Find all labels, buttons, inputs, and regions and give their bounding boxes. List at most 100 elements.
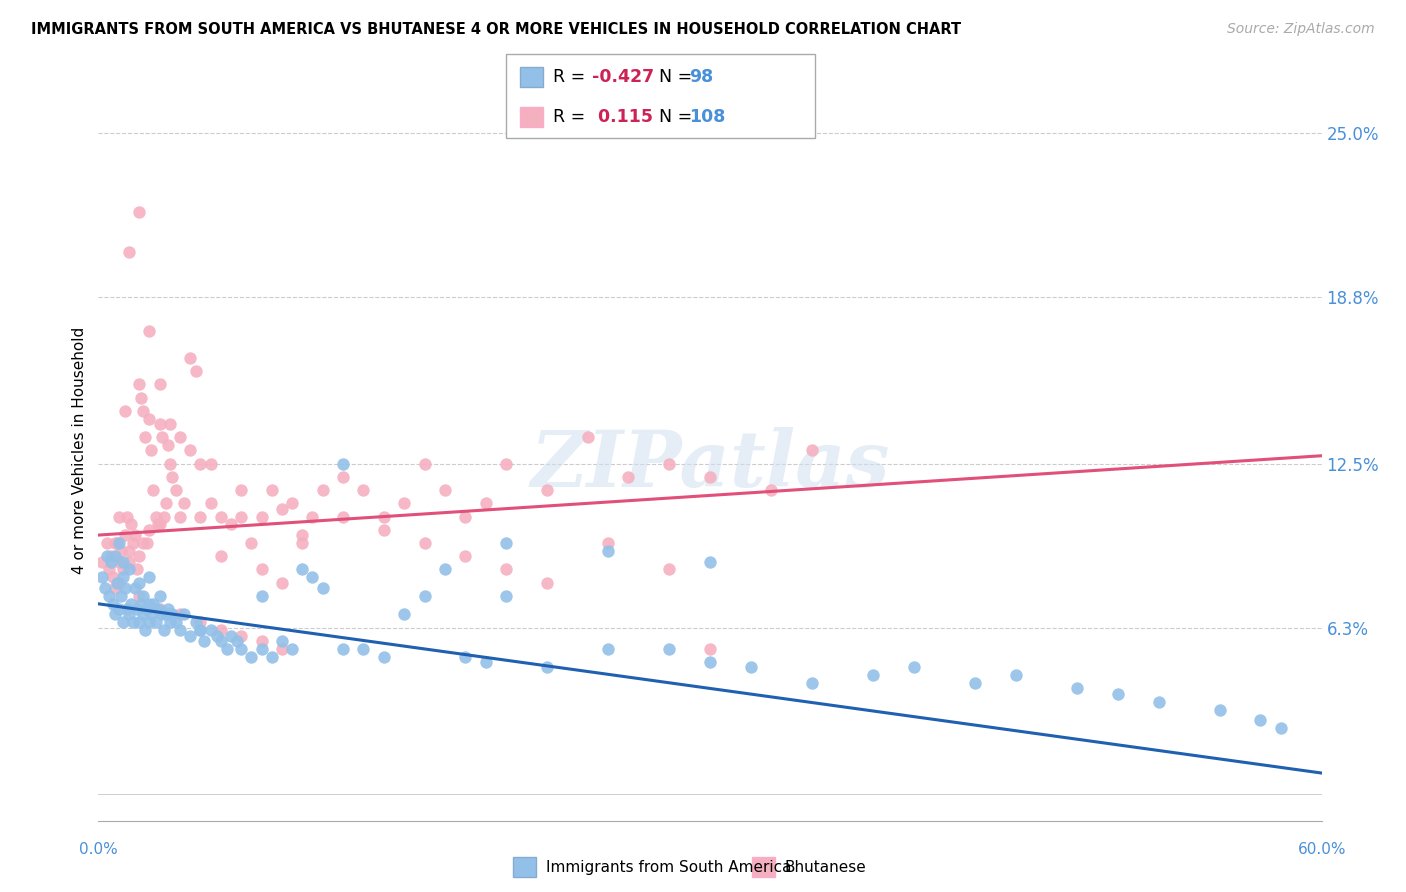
Point: [215, 641, 238, 656]
Point: [146, 517, 169, 532]
Point: [186, 364, 208, 378]
Point: [122, 615, 145, 630]
Point: [149, 589, 172, 603]
Point: [179, 443, 201, 458]
Point: [115, 602, 138, 616]
Point: [219, 628, 242, 642]
Point: [576, 430, 599, 444]
Point: [231, 641, 253, 656]
Point: [156, 438, 179, 452]
Point: [104, 607, 127, 622]
Point: [108, 575, 131, 590]
Point: [200, 624, 222, 638]
Point: [291, 562, 314, 576]
Point: [159, 615, 181, 630]
Point: [128, 377, 150, 392]
Point: [132, 589, 155, 603]
Point: [128, 205, 150, 219]
Point: [231, 483, 253, 497]
Point: [128, 589, 150, 603]
Point: [281, 641, 304, 656]
Point: [110, 544, 132, 558]
Point: [129, 597, 152, 611]
Point: [495, 457, 517, 471]
Text: ZIPatlas: ZIPatlas: [530, 427, 890, 503]
Point: [129, 391, 152, 405]
Point: [141, 443, 163, 458]
Point: [114, 404, 136, 418]
Point: [132, 536, 155, 550]
Point: [392, 607, 416, 622]
Text: 0.115: 0.115: [592, 108, 652, 126]
Point: [801, 443, 824, 458]
Point: [128, 615, 150, 630]
Point: [219, 517, 242, 532]
Point: [91, 570, 114, 584]
Point: [108, 509, 131, 524]
Point: [188, 624, 212, 638]
Point: [110, 589, 132, 603]
Point: [862, 668, 884, 682]
Point: [188, 457, 212, 471]
Point: [132, 404, 155, 418]
Point: [149, 377, 172, 392]
Point: [240, 536, 263, 550]
Point: [801, 676, 824, 690]
Text: IMMIGRANTS FROM SOUTH AMERICA VS BHUTANESE 4 OR MORE VEHICLES IN HOUSEHOLD CORRE: IMMIGRANTS FROM SOUTH AMERICA VS BHUTANE…: [31, 22, 962, 37]
Point: [332, 641, 354, 656]
Text: N =: N =: [648, 108, 697, 126]
Point: [156, 602, 179, 616]
Point: [188, 615, 212, 630]
Point: [104, 536, 127, 550]
Point: [118, 562, 141, 576]
Point: [100, 549, 122, 564]
Point: [759, 483, 782, 497]
Text: 60.0%: 60.0%: [1298, 842, 1346, 856]
Point: [136, 536, 159, 550]
Point: [332, 509, 354, 524]
Y-axis label: 4 or more Vehicles in Household: 4 or more Vehicles in Household: [72, 326, 87, 574]
Point: [118, 554, 141, 569]
Point: [179, 351, 201, 365]
Point: [105, 536, 128, 550]
Point: [138, 325, 160, 339]
Point: [1270, 721, 1292, 735]
Point: [155, 607, 177, 622]
Point: [142, 483, 165, 497]
Point: [536, 575, 558, 590]
Point: [1107, 687, 1129, 701]
Point: [413, 536, 436, 550]
Point: [159, 457, 181, 471]
Point: [145, 509, 167, 524]
Point: [152, 624, 174, 638]
Point: [188, 509, 212, 524]
Point: [104, 549, 127, 564]
Point: [240, 649, 263, 664]
Point: [149, 517, 172, 532]
Point: [91, 554, 114, 569]
Point: [205, 628, 228, 642]
Point: [120, 517, 142, 532]
Point: [352, 483, 374, 497]
Point: [127, 602, 149, 616]
Point: [160, 470, 183, 484]
Point: [495, 589, 517, 603]
Point: [413, 589, 436, 603]
Point: [965, 676, 987, 690]
Point: [373, 649, 395, 664]
Point: [118, 245, 141, 260]
Point: [200, 496, 222, 510]
Point: [495, 536, 517, 550]
Point: [97, 562, 120, 576]
Point: [96, 549, 118, 564]
Point: [250, 641, 273, 656]
Point: [160, 607, 183, 622]
Point: [128, 549, 150, 564]
Point: [169, 624, 191, 638]
Point: [658, 562, 681, 576]
Point: [124, 528, 146, 542]
Point: [118, 607, 141, 622]
Point: [536, 660, 558, 674]
Point: [138, 597, 160, 611]
Point: [699, 554, 721, 569]
